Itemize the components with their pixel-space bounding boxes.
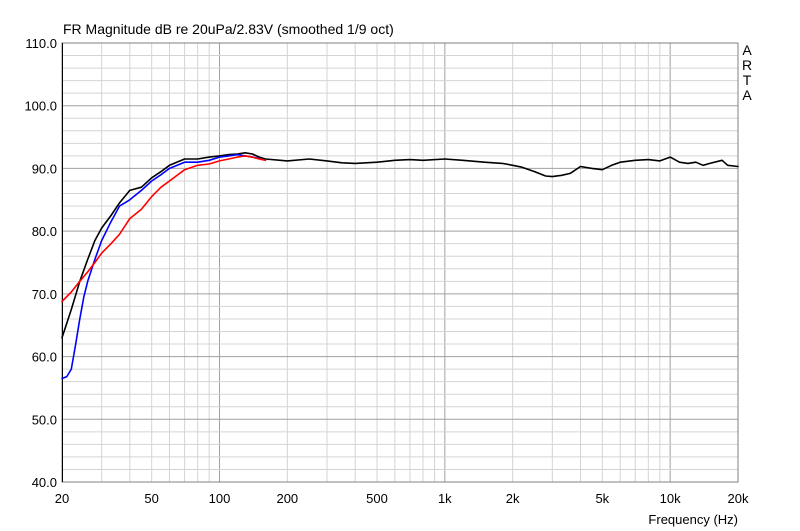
series-line-2 <box>61 153 260 380</box>
series-line-3 <box>61 155 267 303</box>
y-tick-label: 40.0 <box>32 475 57 490</box>
x-tick-label: 1k <box>438 491 452 506</box>
brand-letter: R <box>742 57 752 73</box>
x-tick-labels: 20 50 100 200 500 1k 2k 5k 10k 20k <box>55 491 749 506</box>
y-tick-label: 110.0 <box>25 36 57 51</box>
plot-background <box>62 43 738 482</box>
y-tick-label: 70.0 <box>32 287 57 302</box>
y-tick-label: 50.0 <box>32 412 57 427</box>
y-tick-label: 60.0 <box>32 350 57 365</box>
x-tick-label: 20 <box>55 491 69 506</box>
x-tick-label: 500 <box>366 491 388 506</box>
x-tick-label: 50 <box>144 491 158 506</box>
x-tick-label: 5k <box>595 491 609 506</box>
x-tick-label: 20k <box>728 491 749 506</box>
brand-letter: A <box>742 42 752 58</box>
y-tick-labels: 110.0 100.0 90.0 80.0 70.0 60.0 50.0 40.0 <box>24 36 57 490</box>
y-tick-label: 80.0 <box>32 224 57 239</box>
y-tick-label: 100.0 <box>24 99 57 114</box>
grid <box>62 43 738 482</box>
series-group <box>61 152 739 380</box>
x-tick-label: 100 <box>209 491 231 506</box>
chart-title: FR Magnitude dB re 20uPa/2.83V (smoothed… <box>63 21 394 37</box>
x-tick-label: 10k <box>660 491 681 506</box>
brand-letter: A <box>742 87 752 103</box>
x-tick-label: 200 <box>276 491 298 506</box>
brand-letter: T <box>743 72 752 88</box>
series-line-1 <box>61 152 739 339</box>
y-tick-label: 90.0 <box>32 161 57 176</box>
x-tick-label: 2k <box>506 491 520 506</box>
x-axis-label: Frequency (Hz) <box>648 512 738 527</box>
